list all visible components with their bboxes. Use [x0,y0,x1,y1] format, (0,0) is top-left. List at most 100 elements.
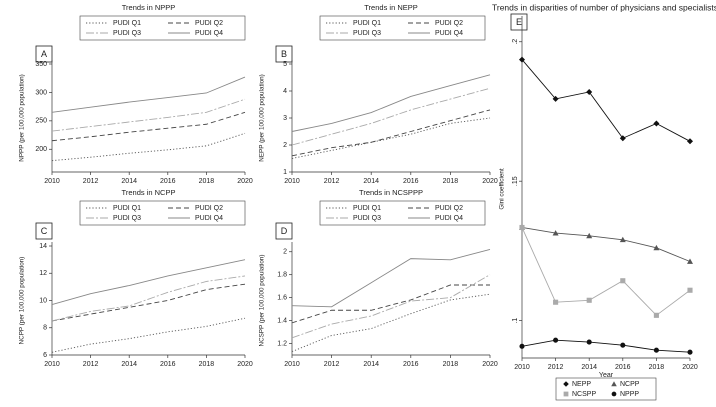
series-line [291,109,491,157]
legend-label: PUDI Q1 [113,205,141,212]
data-point [687,287,693,293]
panel-label-box [35,222,53,240]
x-tick-label: 2020 [237,361,253,368]
x-tick-label: 2016 [403,361,419,368]
data-point [619,135,626,142]
legend-box [555,377,657,401]
data-point [586,88,593,95]
data-point [586,339,592,345]
legend-marker [611,391,617,397]
data-point [519,224,525,231]
legend-marker [611,381,617,387]
y-tick-label: 300 [35,89,47,96]
data-point [552,95,559,102]
data-point [519,343,525,349]
panel-label: C [41,226,48,236]
x-tick-label: 2020 [482,178,498,185]
y-tick-label: 6 [43,352,47,359]
data-point [586,232,593,239]
data-point [620,278,626,284]
y-tick-label: 2 [283,142,287,149]
y-tick-label: 14 [39,243,47,250]
series-line [291,274,491,339]
x-tick-label: 2012 [83,361,99,368]
series-line [291,293,491,352]
y-tick-label: 12 [39,270,47,277]
y-tick-label: 350 [35,61,47,68]
data-point [653,244,660,251]
series-line [51,132,246,162]
y-tick-label: .2 [512,39,519,45]
legend-label: PUDI Q4 [195,215,223,222]
data-point [687,258,693,264]
y-tick-label: 2 [283,249,287,256]
series-line [521,339,691,353]
legend-label: PUDI Q3 [353,215,381,222]
x-tick-label: 2012 [324,178,340,185]
panel-label-box [35,45,53,63]
panel-label: A [41,49,47,59]
data-point [519,56,525,63]
legend-label: PUDI Q4 [435,215,463,222]
x-tick-label: 2014 [121,361,137,368]
y-tick-label: 3 [283,115,287,122]
data-point [687,349,693,355]
series-line [521,227,691,316]
y-tick-label: 1.6 [277,294,287,301]
y-tick-label: 1.4 [277,317,287,324]
legend-label: NPPP [620,391,639,398]
panel-label-box [510,13,528,31]
x-tick-label: 2010 [284,178,300,185]
legend-label: PUDI Q2 [195,205,223,212]
x-tick-label: 2018 [199,178,215,185]
data-point [619,236,626,243]
y-axis-label: NCSPP (per 100,000 population) [259,255,266,347]
legend-label: PUDI Q4 [195,30,223,37]
x-tick-label: 2014 [121,178,137,185]
legend-label: PUDI Q3 [353,30,381,37]
series-line [51,98,246,132]
y-tick-label: 5 [283,61,287,68]
x-tick-label: 2012 [548,364,564,371]
data-point [653,120,660,127]
x-tick-label: 2014 [581,364,597,371]
series-line [51,259,246,306]
x-tick-label: 2016 [403,178,419,185]
legend-label: PUDI Q2 [195,20,223,27]
series-line [51,275,246,322]
x-tick-label: 2016 [615,364,631,371]
x-tick-label: 2010 [44,361,60,368]
y-axis-label: NPPP (per 100,000 population) [19,74,26,161]
x-tick-label: 2018 [443,178,459,185]
chart-title: Trends in NEPP [364,3,418,12]
x-tick-label: 2018 [649,364,665,371]
legend-box [79,200,246,226]
x-tick-label: 2014 [363,178,379,185]
series-line [521,227,691,262]
series-line [291,249,491,308]
x-tick-label: 2016 [160,178,176,185]
data-point [553,337,559,343]
chart-title: Trends in NPPP [122,3,176,12]
y-tick-label: 10 [39,297,47,304]
panel-label-box [275,222,293,240]
legend-label: PUDI Q2 [435,205,463,212]
legend-box [319,15,486,41]
series-line [51,283,246,322]
data-point [653,347,659,353]
chart-title: Trends in NCPP [122,188,176,197]
series-line [51,76,246,113]
legend-label: PUDI Q1 [353,20,381,27]
y-tick-label: .15 [512,176,519,186]
x-tick-label: 2018 [443,361,459,368]
legend-label: NEPP [572,381,591,388]
series-line [521,59,691,142]
series-line [51,317,246,353]
x-tick-label: 2016 [160,361,176,368]
legend-label: PUDI Q3 [113,30,141,37]
chart-title: Trends in disparities of number of physi… [492,2,716,12]
series-line [291,87,491,146]
x-tick-label: 2018 [199,361,215,368]
